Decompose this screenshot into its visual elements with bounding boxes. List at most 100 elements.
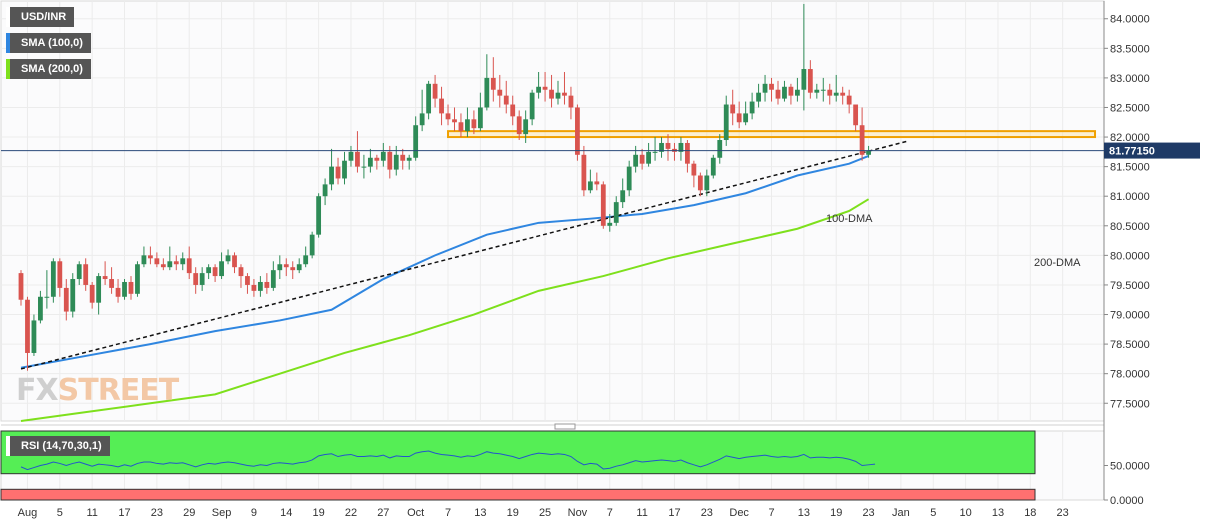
candle [180,252,186,271]
candle-body [795,89,800,96]
candle [581,145,587,197]
candle [587,169,593,194]
candle-body [89,284,95,303]
x-tick-label: 11 [86,507,97,519]
candle-body [387,151,393,170]
candle [833,74,839,102]
x-tick-label: 19 [312,507,324,519]
candle [600,181,606,229]
candle-body [529,92,535,120]
candle-body [329,166,334,185]
candle [400,148,406,170]
candle [807,60,813,99]
candle [788,83,794,105]
candle [96,273,102,315]
candle [659,137,664,158]
last-price-label: 81.77150 [1109,146,1155,158]
candle-body [342,160,347,179]
candle [697,172,703,197]
x-tick-label: 10 [959,507,971,519]
candle-body [335,166,341,179]
candle-body [25,299,30,353]
candle-body [704,175,710,191]
x-tick-label: 5 [930,507,936,519]
price-plot-area [0,0,1105,422]
y-tick-label: 78.0000 [1110,369,1150,381]
watermark-street: STREET [57,373,180,408]
y-tick-label: 82.5000 [1110,102,1150,114]
candle [568,86,574,120]
candle-body [264,281,270,288]
candle-body [723,104,729,141]
x-tick-label: Nov [568,507,588,519]
candle-body [270,270,276,288]
candle [245,273,250,294]
candle-body [413,125,419,158]
candle [710,154,716,179]
candle-body [96,276,102,303]
y-tick-label: 83.5000 [1110,43,1150,55]
candle-body [83,264,89,285]
candle [613,196,619,226]
candle-body [575,107,580,155]
candle-body [180,258,186,265]
y-tick-label: 84.0000 [1110,14,1150,26]
x-tick-label: 25 [539,507,551,519]
candle-body [775,89,781,99]
candle-body [782,86,787,99]
x-tick-label: 29 [183,507,195,519]
rsi-overbought-band [0,430,1036,475]
candle-body [840,92,846,96]
candle-body [219,261,224,277]
candle-body [652,151,658,153]
candle-body [749,101,755,114]
legend-sma200: SMA (200,0) [6,59,91,79]
candle-body [251,284,257,291]
x-tick-label: 9 [251,507,257,519]
last-price-label-bg [1104,142,1200,159]
candle [853,104,859,132]
candle-body [154,258,160,265]
candle-body [206,267,212,274]
candle-body [135,264,140,294]
candle [309,231,315,259]
y-tick-label: 80.5000 [1110,221,1150,233]
candle-body [626,166,632,191]
candle-body [63,287,69,312]
candle [83,258,89,291]
y-tick-label: 82.0000 [1110,132,1150,144]
candle [406,154,412,170]
legend-sma200-label: SMA (200,0) [21,63,83,75]
candle [303,246,309,268]
candle [31,314,37,356]
candle [160,258,166,271]
candle-body [445,113,451,120]
candle [251,279,257,297]
candle-body [199,273,205,285]
candle [736,101,742,129]
candle-body [393,154,399,170]
candle [575,104,580,161]
x-tick-label: 14 [280,507,292,519]
candle [296,258,302,274]
candle-body [853,104,859,126]
candle [270,261,276,291]
candle [348,145,354,167]
candle-body [193,273,199,285]
candle [769,77,774,102]
candle [749,92,755,120]
watermark-fx: FX [16,373,59,408]
candle [685,140,690,173]
x-tick-label: Jan [892,507,910,519]
candle-body [620,190,626,203]
y-tick-label: 81.5000 [1110,162,1150,174]
candle-body [587,181,593,191]
candle [38,290,43,324]
candle-body [70,279,76,312]
candle [639,148,645,170]
candle-body [743,113,749,123]
candle-body [309,234,315,256]
candle-body [730,104,736,114]
candle-body [484,77,490,108]
